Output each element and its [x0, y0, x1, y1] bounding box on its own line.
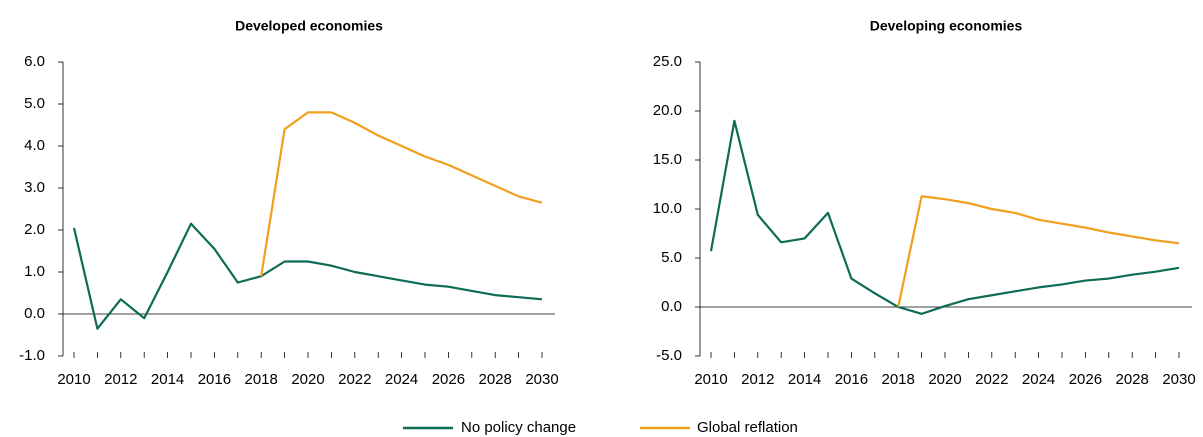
y-tick-label: -5.0 — [656, 347, 682, 364]
x-tick-label: 2012 — [741, 371, 774, 388]
y-tick-label: 0.0 — [661, 298, 682, 315]
series-line — [897, 195, 1180, 308]
x-tick-label: 2010 — [57, 371, 90, 388]
y-tick-label: -1.0 — [19, 347, 45, 364]
chart-title: Developed economies — [235, 18, 383, 34]
y-tick-label: 20.0 — [653, 102, 682, 119]
x-tick-label: 2024 — [1022, 371, 1055, 388]
y-tick-label: 4.0 — [24, 137, 45, 154]
x-tick-label: 2010 — [694, 371, 727, 388]
x-tick-label: 2014 — [151, 371, 184, 388]
y-tick-label: 6.0 — [24, 53, 45, 70]
x-tick-label: 2028 — [479, 371, 512, 388]
x-tick-label: 2018 — [882, 371, 915, 388]
x-tick-label: 2020 — [291, 371, 324, 388]
series-line — [260, 111, 543, 277]
y-tick-label: 0.0 — [24, 305, 45, 322]
x-tick-label: 2030 — [1162, 371, 1195, 388]
x-tick-label: 2018 — [245, 371, 278, 388]
y-tick-label: 15.0 — [653, 151, 682, 168]
y-tick-label: 5.0 — [24, 95, 45, 112]
x-tick-label: 2026 — [1069, 371, 1102, 388]
series-line — [72, 222, 543, 330]
x-tick-label: 2022 — [338, 371, 371, 388]
x-tick-label: 2012 — [104, 371, 137, 388]
y-tick-label: 25.0 — [653, 53, 682, 70]
x-tick-label: 2028 — [1116, 371, 1149, 388]
y-tick-label: 5.0 — [661, 249, 682, 266]
x-tick-label: 2016 — [198, 371, 231, 388]
y-tick-label: 2.0 — [24, 221, 45, 238]
x-tick-label: 2020 — [928, 371, 961, 388]
legend-label: Global reflation — [697, 419, 798, 436]
x-tick-label: 2024 — [385, 371, 418, 388]
y-tick-label: 3.0 — [24, 179, 45, 196]
x-tick-label: 2022 — [975, 371, 1008, 388]
x-tick-label: 2014 — [788, 371, 821, 388]
x-tick-label: 2016 — [835, 371, 868, 388]
x-tick-label: 2026 — [432, 371, 465, 388]
legend-label: No policy change — [461, 419, 576, 436]
y-tick-label: 10.0 — [653, 200, 682, 217]
chart-title: Developing economies — [870, 18, 1023, 34]
y-tick-label: 1.0 — [24, 263, 45, 280]
x-tick-label: 2030 — [525, 371, 558, 388]
series-line — [709, 119, 1180, 315]
